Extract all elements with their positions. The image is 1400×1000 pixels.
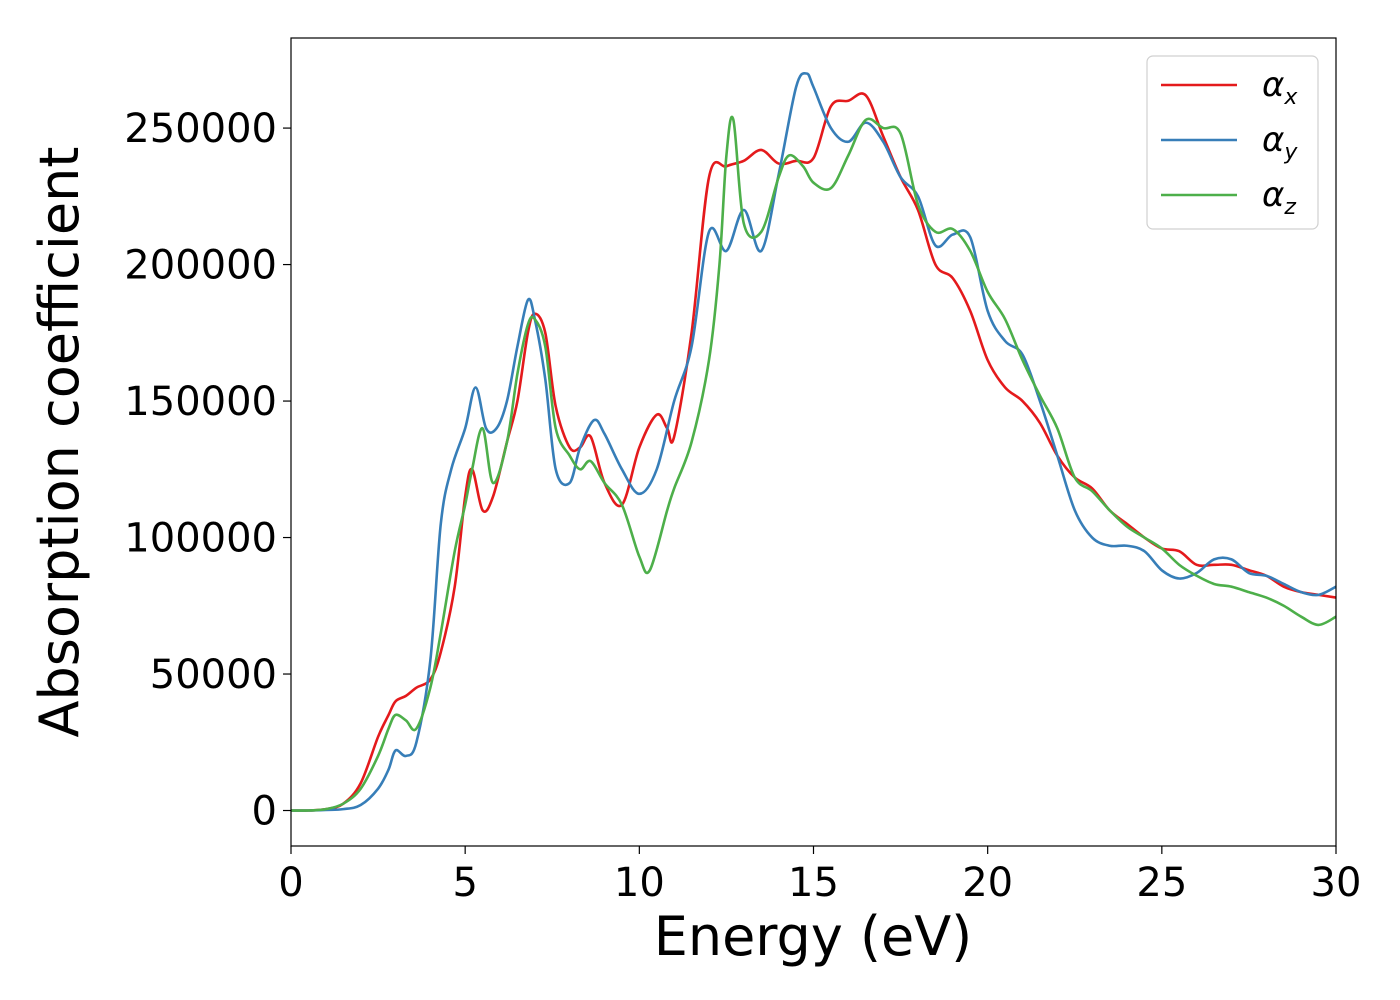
y-tick-label: 200000 bbox=[124, 243, 277, 289]
y-tick-label: 50000 bbox=[150, 652, 277, 698]
legend-label-x: αx bbox=[1262, 65, 1298, 110]
series-line-z bbox=[290, 115, 1337, 812]
legend-box bbox=[1146, 55, 1319, 230]
y-tick-label: 100000 bbox=[124, 516, 277, 562]
x-tick-label: 10 bbox=[614, 860, 665, 906]
x-tick-label: 25 bbox=[1136, 860, 1187, 906]
x-tick-label: 0 bbox=[278, 860, 303, 906]
y-axis-label: Absorption coefficient bbox=[28, 147, 91, 738]
legend: αx αy αz bbox=[1146, 55, 1319, 230]
y-axis: 0 50000 100000 150000 200000 250000 bbox=[124, 106, 291, 835]
legend-items: αx αy αz bbox=[1161, 65, 1298, 220]
legend-label-z: αz bbox=[1262, 175, 1296, 220]
series-line-y bbox=[290, 71, 1337, 812]
x-tick-label: 30 bbox=[1311, 860, 1362, 906]
x-tick-label: 5 bbox=[452, 860, 477, 906]
y-tick-label: 150000 bbox=[124, 379, 277, 425]
x-tick-label: 15 bbox=[788, 860, 839, 906]
x-axis: 0 5 10 15 20 25 30 bbox=[278, 846, 1361, 906]
y-tick-label: 250000 bbox=[124, 106, 277, 152]
x-tick-label: 20 bbox=[962, 860, 1013, 906]
series-layer bbox=[290, 71, 1337, 812]
y-tick-label: 0 bbox=[252, 789, 277, 835]
legend-label-y: αy bbox=[1262, 120, 1298, 165]
x-axis-label: Energy (eV) bbox=[654, 905, 973, 968]
